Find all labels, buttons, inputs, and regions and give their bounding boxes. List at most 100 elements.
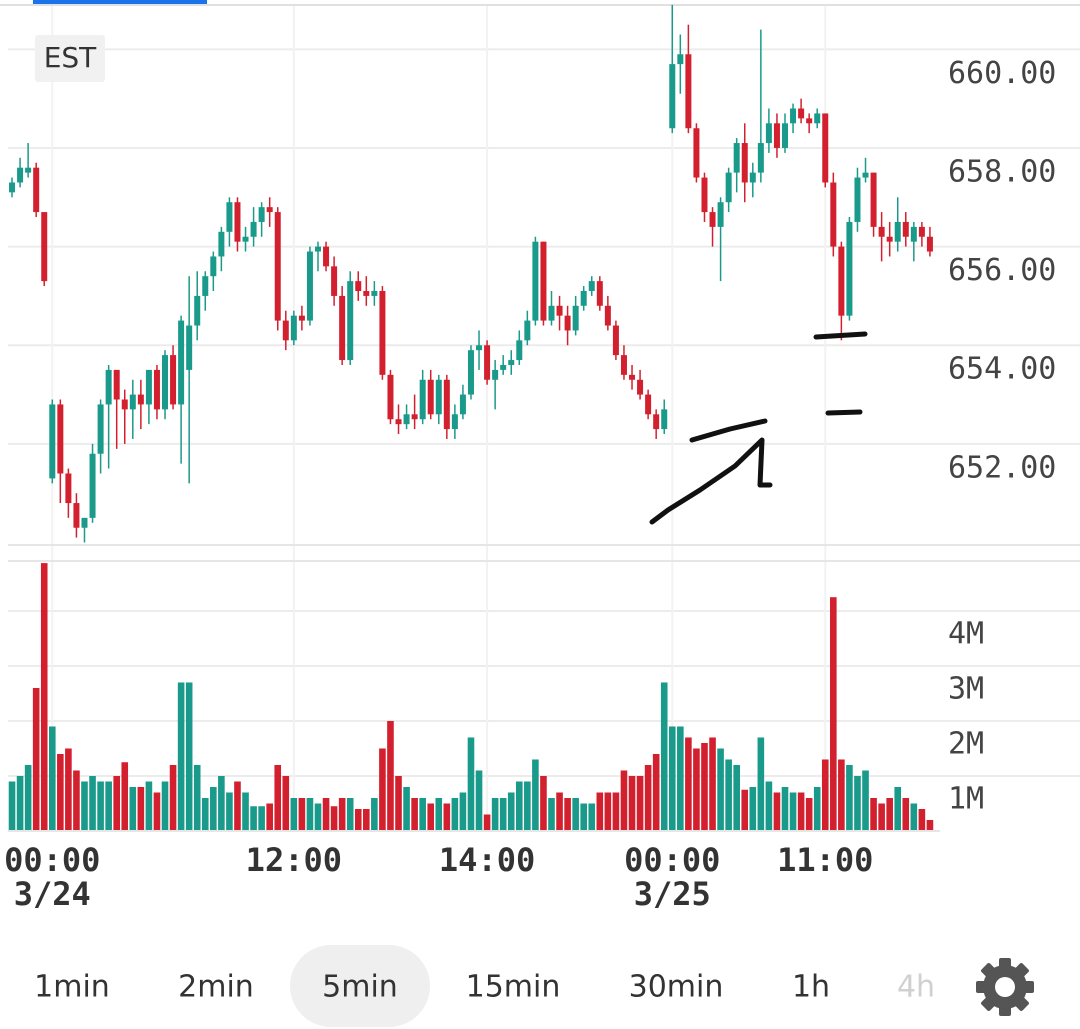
candle-body — [620, 355, 627, 375]
candle-body — [749, 172, 756, 183]
candle-body — [411, 414, 418, 420]
candle-body — [218, 231, 225, 257]
volume-bar — [572, 797, 579, 831]
volume-bar — [177, 682, 185, 831]
candle-body — [612, 325, 619, 356]
candle-body — [443, 379, 450, 430]
candle-body — [653, 414, 660, 430]
candle-body — [677, 54, 684, 65]
candle-body — [894, 221, 901, 242]
candle-body — [355, 281, 362, 291]
candle-body — [629, 374, 636, 380]
hand-drawn-annotation — [649, 331, 868, 525]
x-tick-label: 12:00 — [246, 841, 342, 879]
volume-tick-label: 4M — [948, 616, 984, 651]
candle-body — [451, 414, 458, 430]
volume-bar — [57, 753, 64, 831]
candle-body — [709, 212, 716, 227]
volume-bar — [515, 781, 523, 831]
candle-body — [145, 369, 152, 405]
volume-bar — [89, 775, 96, 831]
volume-bar — [395, 775, 402, 831]
volume-bar — [185, 682, 193, 831]
candle-body — [604, 305, 611, 326]
volume-tick-label: 3M — [948, 671, 984, 706]
volume-bar — [894, 786, 902, 831]
volume-bar — [797, 792, 805, 831]
candle-body — [524, 320, 531, 341]
volume-bar — [40, 563, 48, 831]
volume-bar — [16, 775, 24, 831]
volume-bar — [169, 764, 177, 831]
volume-bar — [556, 792, 563, 831]
volume-bar — [137, 786, 145, 831]
marks — [8, 4, 934, 831]
volume-bar — [870, 797, 877, 831]
x-tick-label: 00:00 — [4, 841, 100, 879]
candle-body — [347, 281, 354, 361]
candle-body — [57, 404, 64, 474]
volume-bar — [725, 759, 732, 831]
volume-bar — [346, 797, 354, 831]
candle-body — [492, 369, 499, 380]
candle-body — [741, 143, 748, 183]
timeframe-button[interactable]: 5min — [322, 970, 398, 1005]
volume-bar — [475, 770, 483, 831]
candle-body — [588, 281, 595, 291]
volume-bar — [902, 797, 910, 831]
drawn-dash — [825, 409, 863, 416]
candle-body — [910, 226, 917, 242]
volume-bar — [830, 597, 837, 831]
volume-bar — [564, 797, 571, 831]
volume-bar — [322, 797, 330, 831]
volume-bar — [306, 797, 314, 831]
candle-body — [862, 172, 869, 178]
timeframe-button[interactable]: 15min — [466, 970, 561, 1005]
candle-body — [210, 256, 217, 277]
candle-body — [395, 419, 402, 425]
volume-bar — [733, 764, 740, 831]
volume-bar — [685, 737, 692, 831]
volume-bar — [548, 797, 555, 831]
candle-body — [476, 345, 483, 351]
volume-bar — [644, 764, 652, 831]
candle-body — [773, 123, 780, 148]
candle-body — [516, 340, 523, 361]
volume-bar — [387, 720, 394, 831]
timeframe-button[interactable]: 2min — [178, 970, 254, 1005]
candle-body — [170, 355, 177, 405]
candle-body — [331, 266, 338, 296]
timeframe-button: 4h — [897, 970, 935, 1005]
candle-body — [548, 305, 555, 321]
timeframe-button[interactable]: 30min — [629, 970, 724, 1005]
volume-bar — [145, 781, 153, 831]
volume-bar — [580, 803, 588, 831]
volume-bar — [443, 803, 451, 831]
timeframe-button[interactable]: 1h — [792, 970, 830, 1005]
candle-body — [234, 202, 241, 242]
x-tick-label: 11:00 — [777, 841, 873, 879]
volume-bar — [652, 753, 660, 831]
volume-bar — [73, 770, 80, 831]
volume-bar — [491, 797, 499, 831]
volume-bar — [218, 775, 225, 831]
volume-bar — [266, 803, 273, 831]
volume-bar — [105, 781, 112, 831]
candle-body — [41, 212, 48, 282]
volume-bar — [226, 792, 233, 831]
x-tick-date: 3/24 — [14, 875, 91, 913]
candle-body — [129, 394, 136, 410]
active-tab-indicator — [33, 0, 207, 4]
settings-button[interactable] — [976, 958, 1034, 1016]
volume-bar — [773, 792, 781, 831]
timeframe-button[interactable]: 1min — [34, 970, 110, 1005]
volume-bar — [612, 792, 620, 831]
candle-body — [435, 379, 442, 415]
drawn-dash — [813, 331, 868, 340]
candle-body — [274, 212, 281, 321]
volume-bar — [97, 781, 104, 831]
volume-bar — [153, 792, 161, 831]
candle-body — [162, 355, 169, 410]
